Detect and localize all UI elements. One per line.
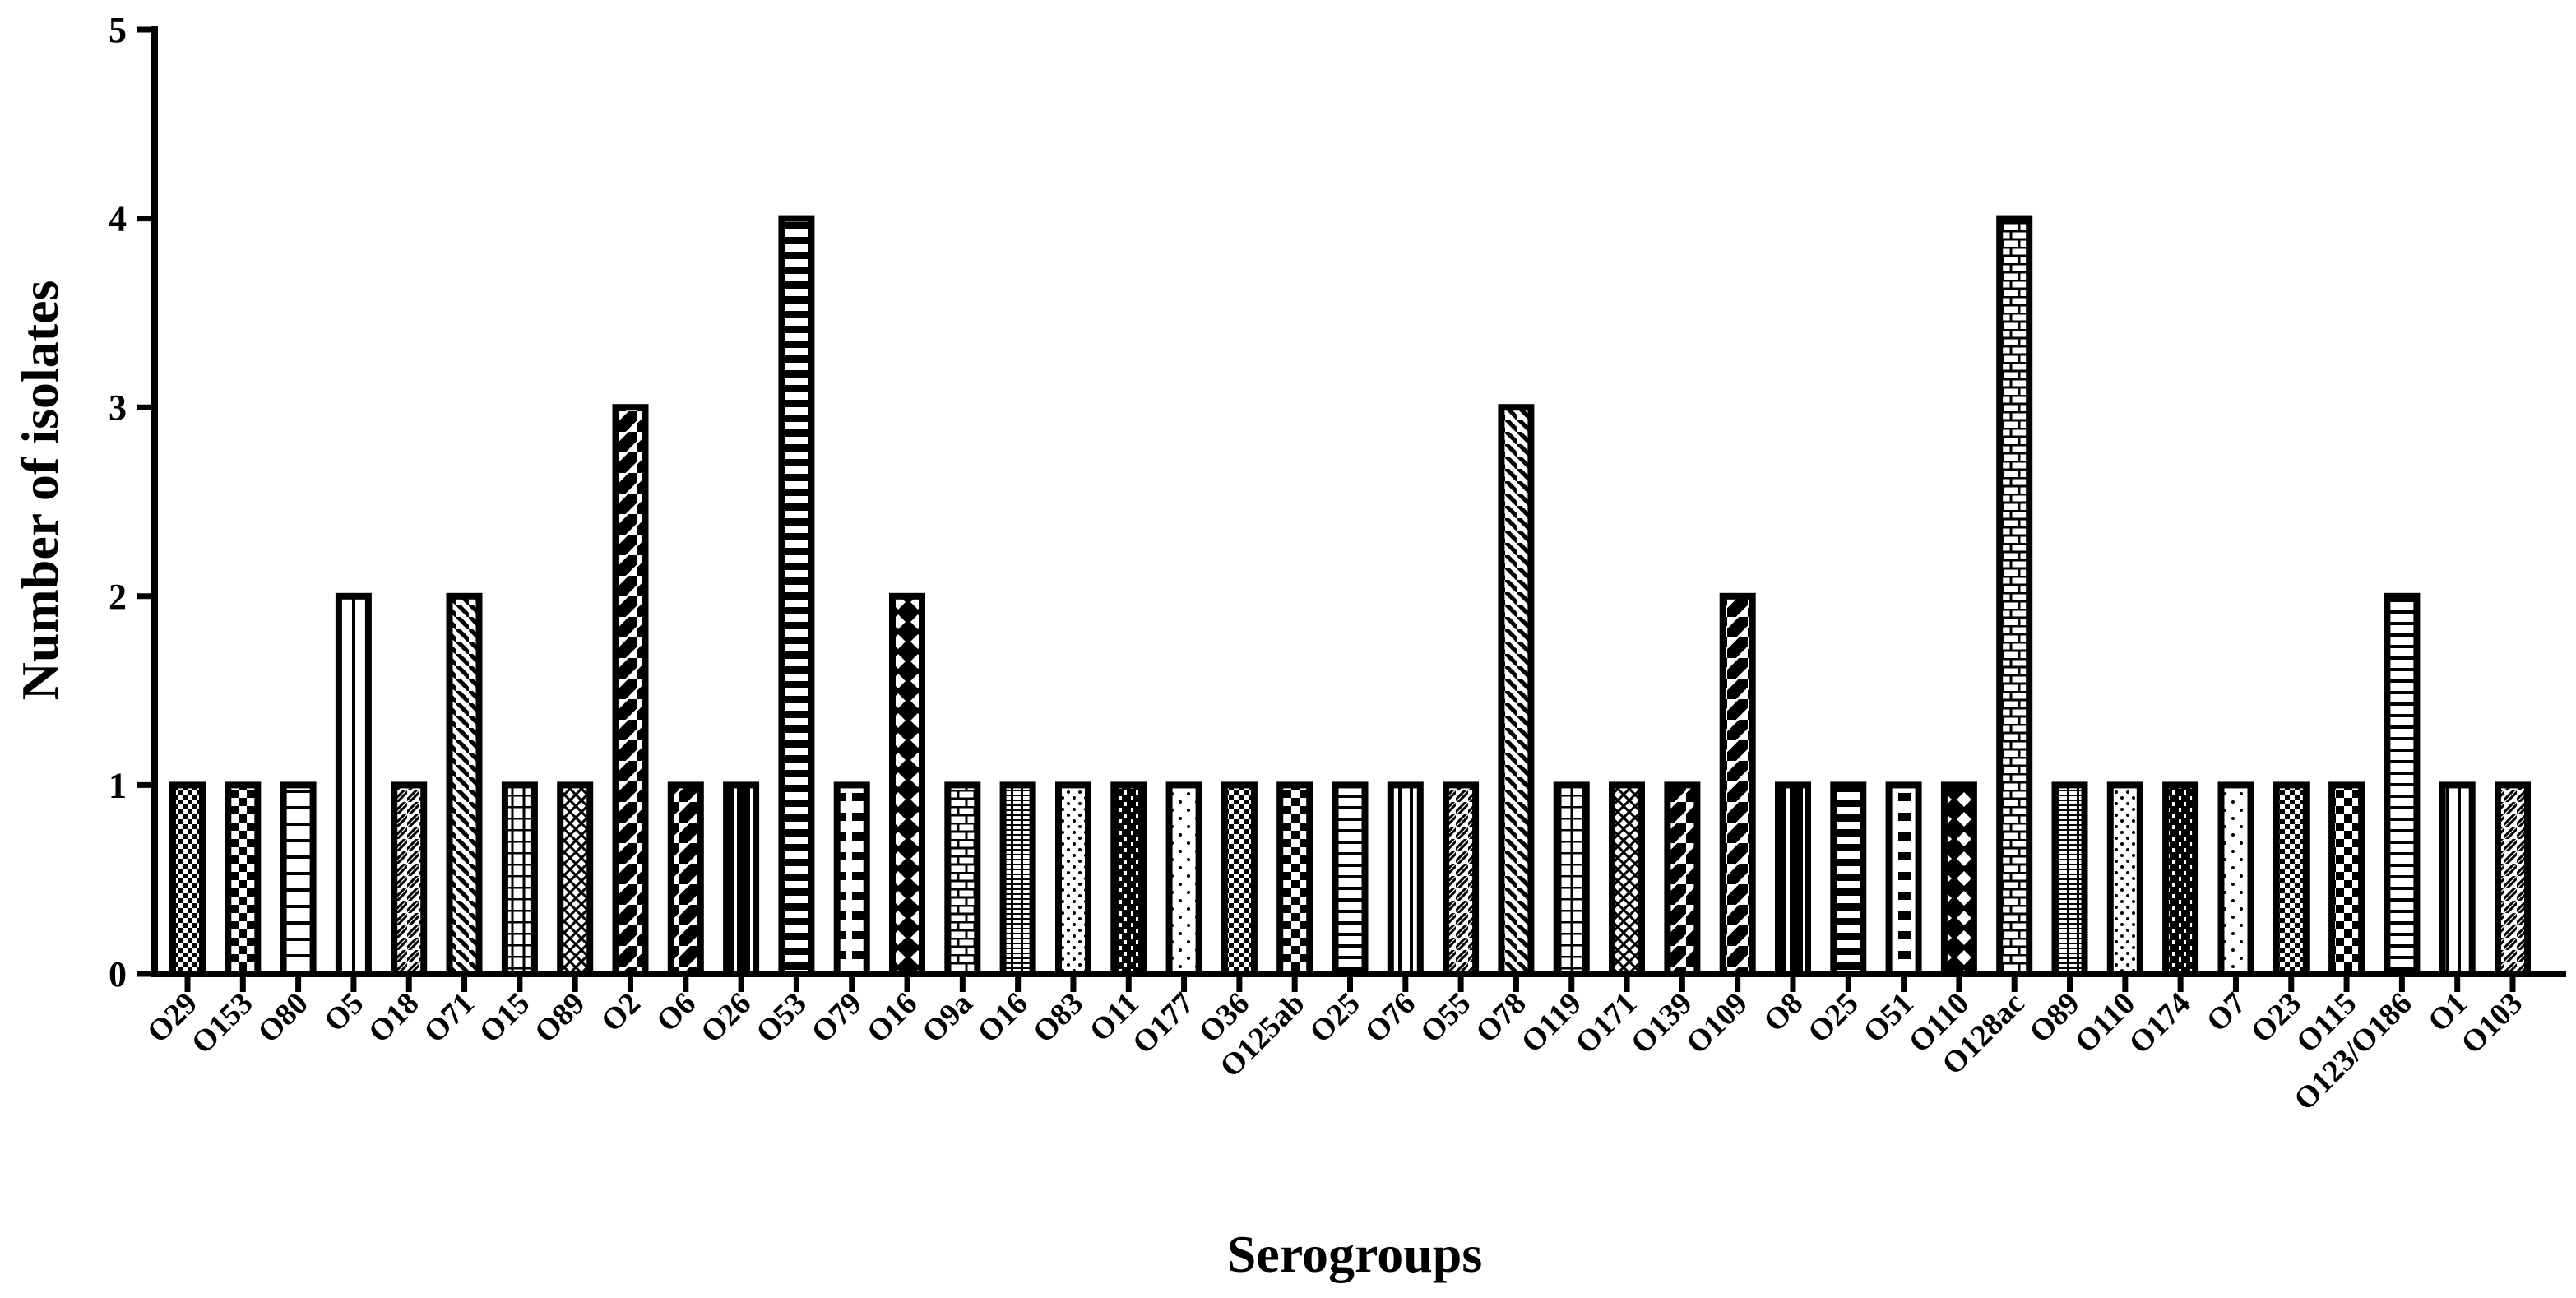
y-tick-label-0: 0 xyxy=(109,954,127,994)
x-tick-label-10: O26 xyxy=(694,986,758,1050)
x-tick-label-8: O2 xyxy=(595,986,647,1039)
bar-35 xyxy=(2106,781,2143,978)
bar-41 xyxy=(2439,781,2476,978)
x-tick-label-18: O177 xyxy=(1126,986,1201,1061)
bar-6 xyxy=(501,781,538,978)
bar-30 xyxy=(1830,781,1867,978)
y-tick-label-1: 1 xyxy=(109,765,127,805)
bar-39 xyxy=(2328,781,2365,978)
x-axis-title: Serogroups xyxy=(1227,1225,1483,1283)
axes-layer xyxy=(137,26,2566,992)
x-tick-label-6: O15 xyxy=(473,986,536,1050)
x-tick-label-29: O8 xyxy=(1757,986,1809,1039)
bars-layer xyxy=(169,215,2531,978)
bar-0 xyxy=(169,781,206,978)
x-tick-label-15: O16 xyxy=(971,986,1034,1050)
bar-2 xyxy=(280,781,317,978)
bar-38 xyxy=(2273,781,2310,978)
x-tick-label-25: O119 xyxy=(1515,986,1588,1059)
bar-14 xyxy=(944,781,981,978)
bar-22 xyxy=(1387,781,1424,978)
y-tick-label-4: 4 xyxy=(109,199,127,239)
bar-17 xyxy=(1110,781,1147,978)
bar-5 xyxy=(446,592,483,977)
x-tick-label-2: O80 xyxy=(251,986,314,1050)
bar-18 xyxy=(1165,781,1202,978)
bar-11 xyxy=(778,215,815,978)
bar-12 xyxy=(833,781,870,978)
bar-32 xyxy=(1940,781,1977,978)
bar-9 xyxy=(667,781,704,978)
bar-33 xyxy=(1996,215,2033,978)
x-tick-label-28: O109 xyxy=(1679,986,1754,1061)
bar-19 xyxy=(1221,781,1258,978)
bar-25 xyxy=(1553,781,1590,978)
x-tick-label-12: O79 xyxy=(805,986,869,1050)
bar-15 xyxy=(999,781,1036,978)
y-tick-label-5: 5 xyxy=(109,10,127,50)
x-tick-label-14: O9a xyxy=(915,986,979,1050)
x-tick-label-22: O76 xyxy=(1359,986,1422,1050)
bar-8 xyxy=(612,404,649,977)
bar-13 xyxy=(889,592,925,977)
bar-37 xyxy=(2217,781,2254,978)
bar-31 xyxy=(1885,781,1922,978)
bar-29 xyxy=(1775,781,1811,978)
bar-28 xyxy=(1719,592,1756,977)
bar-42 xyxy=(2495,781,2531,978)
bar-10 xyxy=(723,781,760,978)
x-tick-label-4: O18 xyxy=(362,986,425,1050)
x-tick-label-16: O83 xyxy=(1026,986,1090,1050)
bar-26 xyxy=(1609,781,1645,978)
x-tick-label-21: O25 xyxy=(1303,986,1366,1050)
x-tick-label-9: O6 xyxy=(650,986,702,1039)
x-tick-label-13: O16 xyxy=(860,986,924,1050)
bar-23 xyxy=(1443,781,1480,978)
x-tick-label-42: O103 xyxy=(2454,986,2529,1061)
x-tick-label-27: O139 xyxy=(1624,986,1699,1061)
x-tick-label-11: O53 xyxy=(749,986,813,1050)
y-axis-title: Number of isolates xyxy=(11,280,69,701)
x-tick-label-35: O110 xyxy=(2069,986,2142,1059)
x-tick-label-30: O25 xyxy=(1801,986,1865,1050)
x-tick-label-7: O89 xyxy=(528,986,591,1050)
x-tick-label-3: O5 xyxy=(317,986,370,1039)
bar-3 xyxy=(335,592,372,977)
bar-36 xyxy=(2162,781,2199,978)
bar-21 xyxy=(1332,781,1369,978)
x-tick-label-37: O7 xyxy=(2200,986,2253,1039)
x-tick-label-26: O171 xyxy=(1568,986,1643,1061)
bar-24 xyxy=(1498,404,1535,977)
bar-4 xyxy=(391,781,428,978)
bar-20 xyxy=(1276,781,1313,978)
y-tick-label-3: 3 xyxy=(109,387,127,428)
bar-16 xyxy=(1055,781,1091,978)
bar-27 xyxy=(1664,781,1701,978)
bar-34 xyxy=(2051,781,2088,978)
x-tick-label-1: O153 xyxy=(185,986,260,1061)
y-tick-label-2: 2 xyxy=(109,577,127,617)
bar-7 xyxy=(557,781,594,978)
x-tick-label-5: O71 xyxy=(417,986,480,1050)
x-tick-label-36: O174 xyxy=(2123,986,2198,1061)
x-tick-label-23: O55 xyxy=(1414,986,1477,1050)
bar-40 xyxy=(2384,592,2421,977)
bar-1 xyxy=(225,781,262,978)
